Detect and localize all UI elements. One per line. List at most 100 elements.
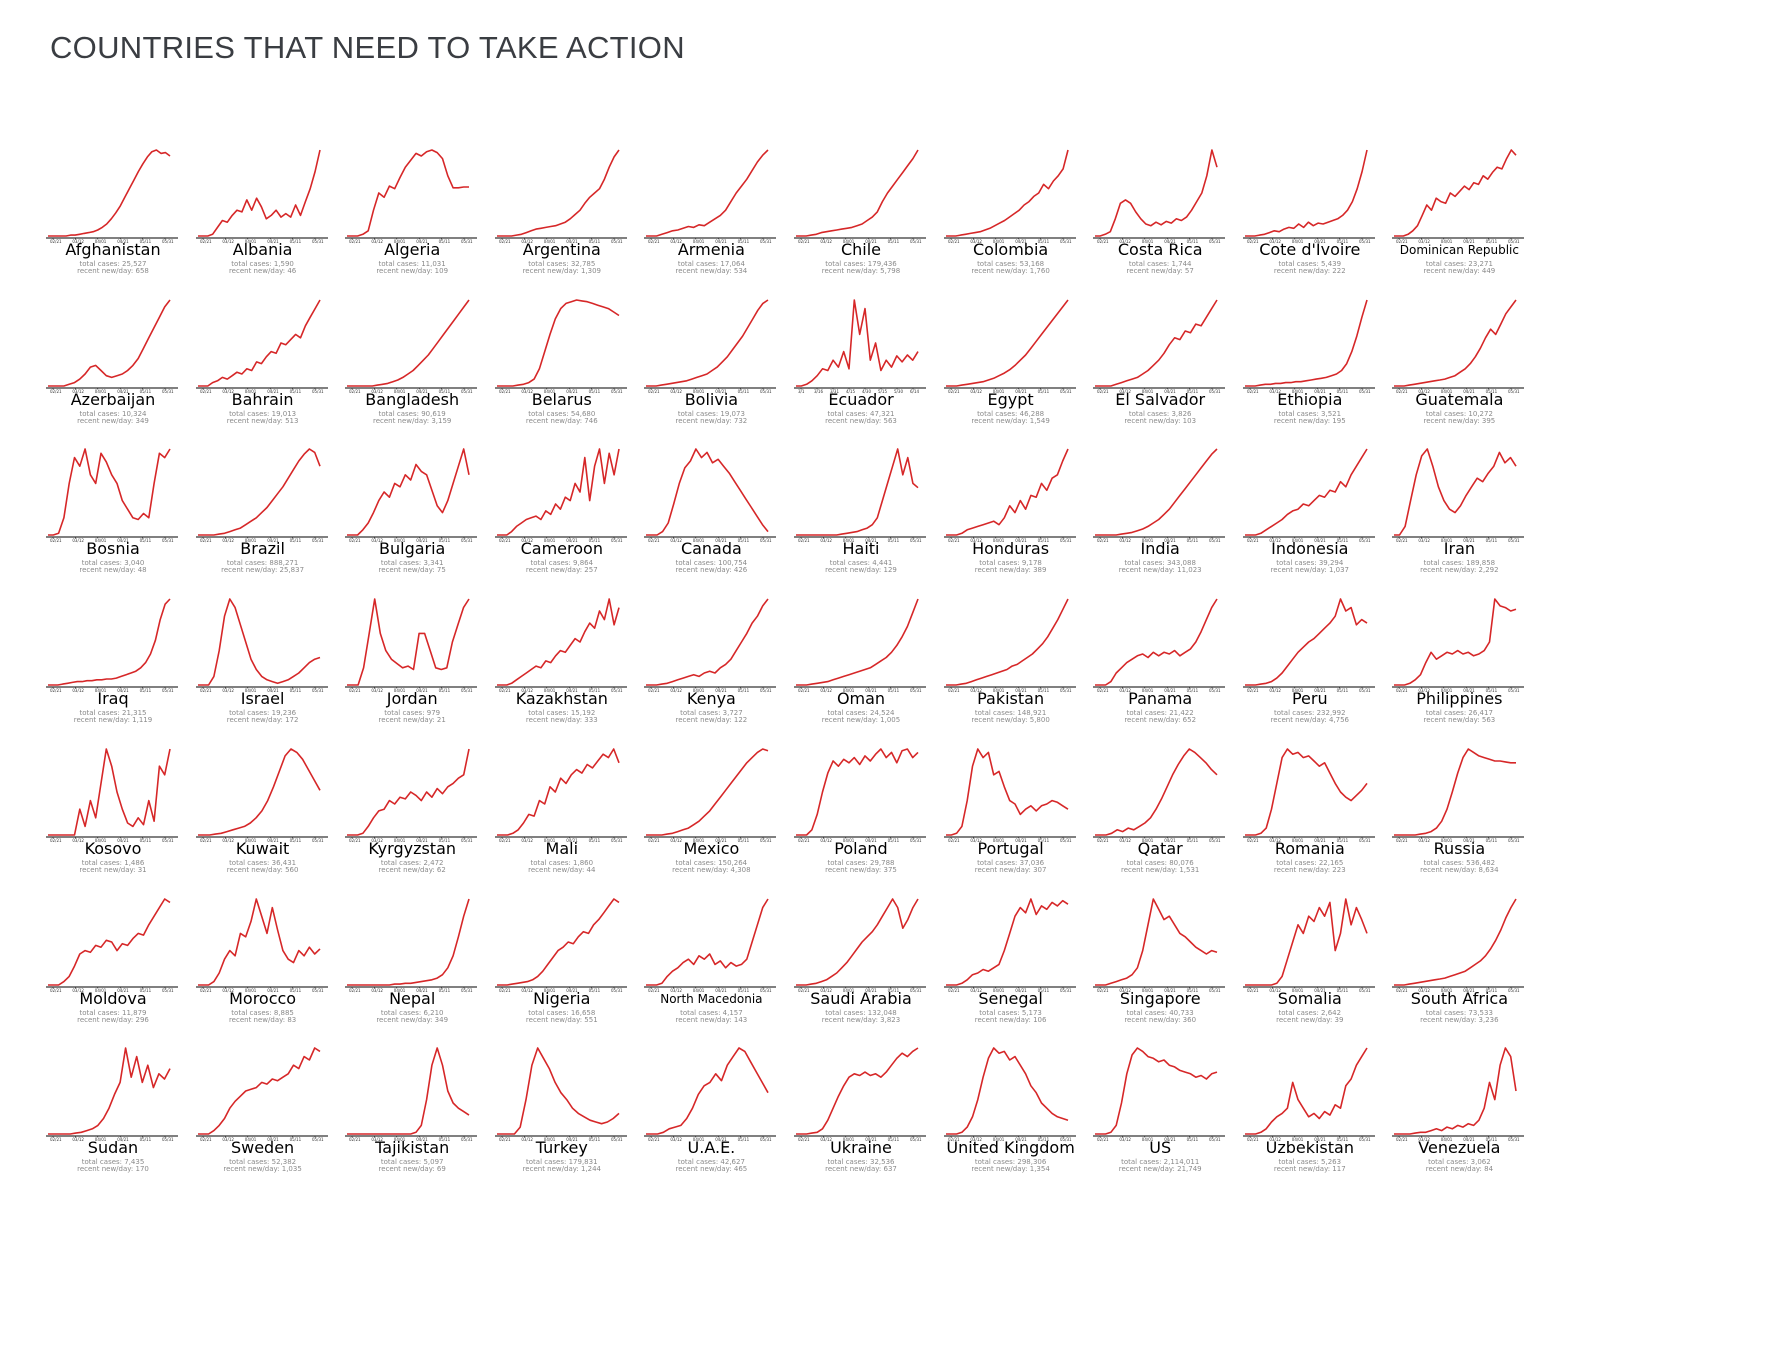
total-cases: total cases: 19,073	[677, 409, 745, 418]
total-cases: total cases: 53,168	[977, 260, 1045, 268]
country-chart: 02/21 03/12 04/01 04/21 05/11 05/31	[644, 448, 777, 543]
country-chart: 02/21 03/12 04/01 04/21 05/11 05/31	[1242, 897, 1375, 993]
country-name: Kosovo	[84, 838, 142, 858]
x-tick-label: 05/31	[910, 838, 922, 843]
recent-new-per-day: recent new/day: 57	[1126, 267, 1194, 275]
total-cases: total cases: 3,727	[680, 709, 743, 718]
x-tick-label: 04/21	[117, 389, 129, 394]
country-chart: 02/21 03/12 04/01 04/21 05/11 05/31	[195, 598, 328, 693]
country-chart: 02/21 03/12 04/01 04/21 05/11 05/31	[195, 149, 328, 244]
recent-new-per-day: recent new/day: 465	[675, 1165, 748, 1174]
series-line	[48, 149, 171, 237]
country-panel: 02/21 03/12 04/01 04/21 05/11 05/31 North Mace…	[644, 897, 812, 1067]
x-tick-label: 05/11	[1486, 239, 1498, 244]
country-panel: 02/21 03/12 04/01 04/21 05/11 05/31 Russia tota…	[1392, 747, 1560, 917]
country-panel: 02/21 03/12 04/01 04/21 05/11 05/31 Dominican …	[1392, 148, 1560, 318]
x-tick-label: 05/11	[289, 538, 301, 543]
x-tick-label: 04/01	[1142, 1137, 1154, 1142]
x-tick-label: 05/31	[910, 688, 922, 693]
x-tick-label: 02/21	[1247, 239, 1259, 244]
total-cases: total cases: 15,192	[528, 709, 596, 718]
x-tick-label: 3/31	[830, 389, 839, 394]
country-name: Nigeria	[533, 988, 591, 1008]
country-name: Poland	[834, 838, 888, 858]
x-tick-label: 04/01	[1292, 988, 1304, 993]
x-tick-label: 05/31	[760, 1137, 772, 1142]
x-tick-label: 04/01	[1142, 688, 1154, 693]
series-line	[1394, 898, 1518, 986]
country-panel: 02/21 03/12 04/01 04/21 05/11 05/31 Venezuela t…	[1392, 1046, 1560, 1216]
country-name: Jordan	[386, 689, 438, 709]
x-tick-label: 05/11	[439, 239, 451, 244]
x-tick-label: 05/31	[312, 1137, 324, 1142]
series-line	[1244, 747, 1368, 836]
x-tick-label: 02/21	[499, 688, 511, 693]
x-tick-label: 03/12	[820, 239, 832, 244]
x-tick-label: 02/21	[1247, 688, 1259, 693]
x-tick-label: 05/31	[1359, 389, 1371, 394]
country-panel: 02/21 03/12 04/01 04/21 05/11 05/31 Philippine…	[1392, 597, 1560, 767]
x-tick-label: 04/01	[693, 1137, 705, 1142]
country-panel: 02/21 03/12 04/01 04/21 05/11 05/31 Nigeria tot…	[494, 897, 663, 1067]
recent-new-per-day: recent new/day: 1,005	[821, 716, 901, 725]
x-tick-label: 03/12	[372, 389, 384, 394]
country-panel: 02/21 03/12 04/01 04/21 05/11 05/31 Brazil tota…	[195, 447, 364, 617]
country-chart: 02/21 03/12 04/01 04/21 05/11 05/31	[46, 897, 178, 993]
country-chart: 02/21 03/12 04/01 04/21 05/11 05/31	[794, 598, 926, 693]
x-tick-label: 04/01	[1441, 1137, 1453, 1142]
x-tick-label: 02/21	[648, 538, 660, 543]
country-chart: 02/21 03/12 04/01 04/21 05/11 05/31	[644, 1047, 777, 1142]
x-tick-label: 04/01	[1292, 1137, 1304, 1142]
x-tick-label: 04/21	[716, 538, 728, 543]
x-tick-label: 04/21	[1314, 389, 1326, 394]
x-tick-label: 02/21	[349, 389, 361, 394]
x-tick-label: 04/21	[1015, 538, 1027, 543]
series-line	[646, 1047, 770, 1135]
total-cases: total cases: 16,658	[528, 1008, 596, 1017]
country-chart: 02/21 03/12 04/01 04/21 05/11 05/31	[1093, 598, 1226, 693]
x-tick-label: 04/21	[716, 389, 728, 394]
country-name: India	[1140, 539, 1180, 559]
x-tick-label: 04/01	[394, 389, 406, 394]
x-tick-label: 03/12	[1419, 389, 1431, 394]
recent-new-per-day: recent new/day: 389	[974, 566, 1047, 575]
series-line	[1244, 149, 1368, 237]
x-tick-label: 05/31	[611, 988, 623, 993]
x-tick-label: 04/21	[1015, 389, 1027, 394]
country-panel: 02/21 03/12 04/01 04/21 05/11 05/31 Senegal tot…	[943, 897, 1112, 1067]
x-tick-label: 02/21	[948, 538, 960, 543]
country-panel: 02/21 03/12 04/01 04/21 05/11 05/31 Costa Rica…	[1093, 148, 1261, 318]
country-chart: 02/21 03/12 04/01 04/21 05/11 05/31	[46, 149, 178, 244]
total-cases: total cases: 5,439	[1278, 260, 1342, 268]
country-name: Brazil	[240, 539, 285, 559]
x-tick-label: 03/12	[671, 389, 683, 394]
country-chart: 02/21 03/12 04/01 04/21 05/11 05/31	[794, 448, 926, 543]
recent-new-per-day: recent new/day: 222	[1273, 267, 1346, 275]
x-tick-label: 04/01	[95, 538, 107, 543]
x-tick-label: 04/01	[1441, 988, 1453, 993]
x-tick-label: 05/31	[1508, 838, 1520, 843]
x-tick-label: 05/11	[1187, 988, 1199, 993]
x-tick-label: 02/21	[1247, 988, 1259, 993]
country-name: United Kingdom	[946, 1138, 1075, 1158]
country-chart: 02/21 03/12 04/01 04/21 05/11 05/31	[1093, 299, 1226, 394]
x-tick-label: 05/31	[1508, 988, 1520, 993]
total-cases: total cases: 132,048	[825, 1008, 897, 1017]
x-tick-label: 04/21	[267, 1137, 279, 1142]
recent-new-per-day: recent new/day: 637	[825, 1165, 897, 1174]
country-name: Saudi Arabia	[810, 988, 912, 1008]
x-tick-label: 04/21	[1015, 988, 1027, 993]
series-line	[1394, 299, 1518, 387]
country-chart: 02/21 03/12 04/01 04/21 05/11 05/31	[46, 448, 178, 543]
x-tick-label: 04/01	[693, 239, 705, 244]
total-cases: total cases: 54,680	[528, 409, 596, 418]
x-tick-label: 04/01	[992, 389, 1004, 394]
country-chart: 02/21 03/12 04/01 04/21 05/11 05/31	[1242, 1047, 1375, 1142]
recent-new-per-day: recent new/day: 746	[525, 416, 598, 425]
x-tick-label: 04/21	[1314, 1137, 1326, 1142]
x-tick-label: 04/01	[544, 988, 556, 993]
x-tick-label: 04/01	[95, 988, 107, 993]
series-line	[1394, 747, 1517, 836]
x-tick-label: 04/01	[1441, 838, 1453, 843]
x-tick-label: 05/11	[738, 1137, 750, 1142]
